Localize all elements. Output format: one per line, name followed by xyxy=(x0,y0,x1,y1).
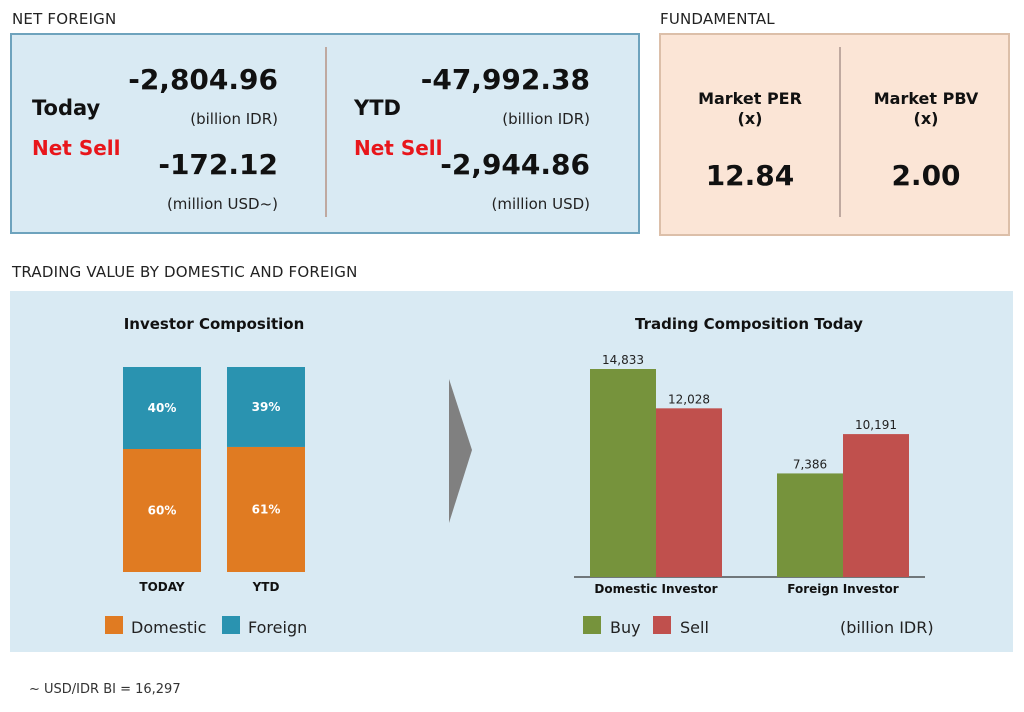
today-usd-value: -172.12 xyxy=(158,148,278,181)
legend-swatch-sell xyxy=(653,616,671,634)
arrow-icon xyxy=(449,379,472,523)
bar-label-foreign-ytd: 39% xyxy=(252,400,281,414)
market-pbv-unit: (x) xyxy=(913,109,939,128)
bar-buy-domestic-investor xyxy=(590,369,656,577)
bar-label-foreign-today: 40% xyxy=(148,401,177,415)
trading-section-title: TRADING VALUE BY DOMESTIC AND FOREIGN xyxy=(12,263,358,281)
bar-label-domestic-ytd: 61% xyxy=(252,502,281,516)
ytd-label: YTD xyxy=(354,96,401,120)
bar-domestic-today xyxy=(123,449,201,572)
market-per-value: 12.84 xyxy=(705,159,795,192)
market-pbv-value: 2.00 xyxy=(891,159,961,192)
bar-foreign-ytd xyxy=(227,367,305,447)
bar-foreign-today xyxy=(123,367,201,449)
bar-value-label-sell-domestic-investor: 12,028 xyxy=(668,392,710,406)
trading-charts-svg: 60% 40% TODAY 61% 39% YTD 14,833 12,028 Domesti… xyxy=(123,353,925,596)
ytd-status: Net Sell xyxy=(354,136,443,160)
trading-composition-chart: 14,833 12,028 Domestic Investor 7,386 10,191… xyxy=(574,353,925,596)
bar-buy-foreign-investor xyxy=(777,473,843,577)
fundamental-title: FUNDAMENTAL xyxy=(660,10,775,28)
legend-label-domestic: Domestic xyxy=(131,618,207,637)
fx-footnote: ~ USD/IDR BI = 16,297 xyxy=(29,682,181,697)
today-status: Net Sell xyxy=(32,136,121,160)
market-pbv-label: Market PBV xyxy=(873,89,979,108)
trading-value-panel: Investor Composition Trading Composition… xyxy=(10,291,1013,652)
bar-sell-domestic-investor xyxy=(656,408,722,577)
legend-label-sell: Sell xyxy=(680,618,709,637)
today-idr-unit: (billion IDR) xyxy=(190,110,278,128)
today-label: Today xyxy=(32,96,101,120)
x-tick-ytd: YTD xyxy=(252,580,280,594)
trading-composition-title: Trading Composition Today xyxy=(635,315,863,333)
net-foreign-title: NET FOREIGN xyxy=(12,10,117,28)
investor-composition-title: Investor Composition xyxy=(123,315,305,333)
legend-label-buy: Buy xyxy=(610,618,641,637)
bar-domestic-ytd xyxy=(227,446,305,572)
ytd-usd-unit: (million USD) xyxy=(491,195,591,213)
legend-label-foreign: Foreign xyxy=(248,618,308,637)
today-usd-unit: (million USD~) xyxy=(166,195,278,213)
legend-swatch-foreign xyxy=(222,616,240,634)
ytd-idr-value: -47,992.38 xyxy=(420,63,590,96)
bar-sell-foreign-investor xyxy=(843,434,909,577)
x-tick-domestic-investor: Domestic Investor xyxy=(594,582,717,596)
bar-value-label-buy-foreign-investor: 7,386 xyxy=(793,457,827,471)
market-per-unit: (x) xyxy=(737,109,763,128)
ytd-usd-value: -2,944.86 xyxy=(440,148,590,181)
net-foreign-panel: Today Net Sell -2,804.96 (billion IDR) -… xyxy=(10,33,640,234)
x-tick-foreign-investor: Foreign Investor xyxy=(787,582,899,596)
legend-swatch-buy xyxy=(583,616,601,634)
fundamental-panel: Market PER (x) 12.84 Market PBV (x) 2.00 xyxy=(659,33,1010,236)
fundamental-divider xyxy=(839,47,841,217)
investor-composition-chart: 60% 40% TODAY 61% 39% YTD xyxy=(123,367,305,594)
today-idr-value: -2,804.96 xyxy=(128,63,278,96)
market-per-label: Market PER xyxy=(698,89,802,108)
bar-value-label-sell-foreign-investor: 10,191 xyxy=(855,418,897,432)
bar-label-domestic-today: 60% xyxy=(148,504,177,518)
ytd-idr-unit: (billion IDR) xyxy=(502,110,590,128)
bar-value-label-buy-domestic-investor: 14,833 xyxy=(602,353,644,367)
chart-unit-note: (billion IDR) xyxy=(840,618,934,637)
x-tick-today: TODAY xyxy=(139,580,184,594)
legend-swatch-domestic xyxy=(105,616,123,634)
net-foreign-divider xyxy=(325,47,327,217)
